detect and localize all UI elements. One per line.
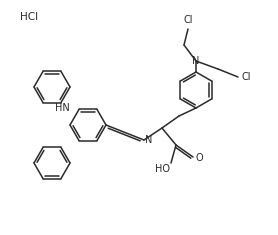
Text: Cl: Cl — [183, 15, 193, 25]
Text: HO: HO — [155, 164, 170, 174]
Text: HN: HN — [54, 103, 70, 113]
Text: O: O — [195, 153, 203, 163]
Text: Cl: Cl — [241, 72, 251, 82]
Text: N: N — [145, 135, 153, 145]
Text: N: N — [192, 56, 200, 66]
Text: HCl: HCl — [20, 12, 38, 22]
